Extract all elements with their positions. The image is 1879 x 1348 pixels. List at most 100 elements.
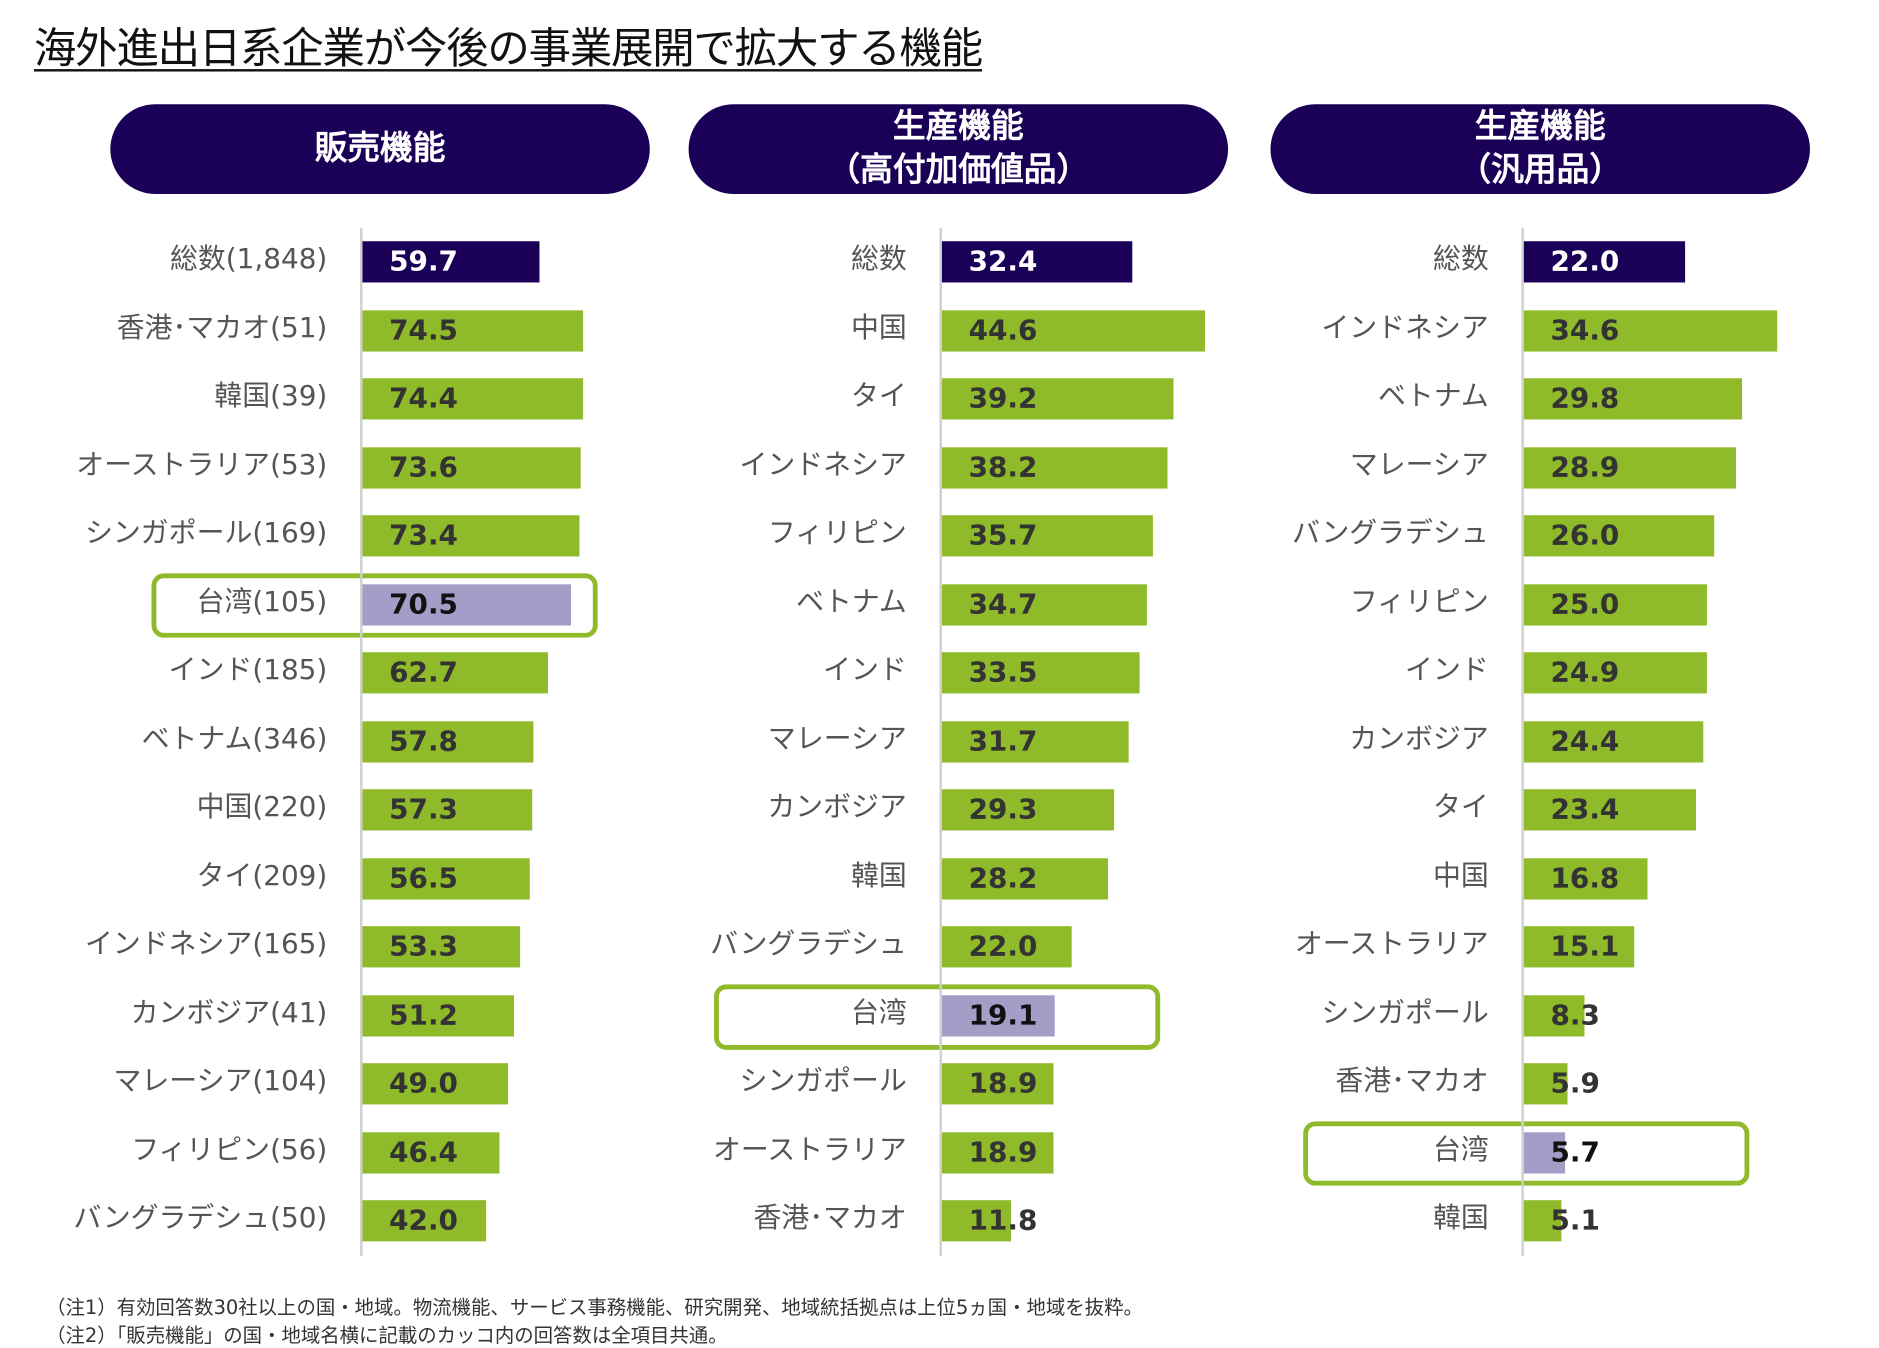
value-label: 24.9 (1550, 657, 1620, 689)
value-label: 57.8 (389, 725, 458, 758)
value-label: 5.1 (1550, 1205, 1600, 1237)
value-label: 11.8 (968, 1205, 1038, 1237)
panel-header-line: 生産機能 (1474, 107, 1606, 146)
category-label: バングラデシュ(50) (73, 1202, 328, 1235)
category-label: オーストラリア (1294, 928, 1489, 961)
category-label: 韓国 (851, 860, 907, 892)
bar (941, 1063, 1054, 1105)
category-label: ベトナム(346) (141, 723, 328, 755)
bar (1523, 241, 1686, 283)
bar (1523, 652, 1707, 694)
panel-header-2: 生産機能 （汎用品） (1270, 104, 1810, 194)
value-label: 42.0 (389, 1205, 458, 1237)
category-label: 総数 (1432, 243, 1489, 276)
page-title: 海外進出日系企業が今後の事業展開で拡大する機能 (33, 25, 983, 74)
category-label: カンボジア(41) (130, 997, 328, 1029)
category-label: インド (1405, 654, 1489, 687)
axis-line (1521, 227, 1524, 1256)
category-label: インド (823, 654, 907, 687)
category-label: ベトナム (1378, 380, 1489, 413)
value-label: 31.7 (968, 725, 1038, 758)
value-label: 24.4 (1550, 725, 1620, 758)
category-label: 中国 (851, 312, 907, 344)
value-label: 26.0 (1550, 520, 1620, 552)
value-label: 70.5 (389, 588, 458, 621)
value-label: 38.2 (968, 451, 1038, 484)
panel-header-0: 販売機能 (110, 104, 650, 194)
category-label: カンボジア (1349, 723, 1489, 755)
value-label: 32.4 (968, 246, 1038, 278)
bar (941, 720, 1129, 762)
bar (362, 378, 583, 420)
highlight-box-taiwan (151, 573, 598, 638)
axis-line (939, 227, 942, 1256)
category-label: マレーシア (1349, 449, 1489, 481)
value-label: 28.2 (968, 862, 1038, 895)
bar (1523, 378, 1743, 420)
bar (941, 241, 1133, 283)
bar (362, 583, 572, 625)
panel-header-line: （汎用品） (1458, 151, 1623, 190)
value-label: 22.0 (1550, 246, 1620, 278)
category-label: 韓国 (1432, 1202, 1489, 1235)
value-label: 5.7 (1550, 1136, 1600, 1169)
bar (1523, 1131, 1566, 1173)
bar (941, 926, 1072, 968)
value-label: 51.2 (389, 999, 458, 1032)
value-label: 25.0 (1550, 588, 1620, 621)
value-label: 49.0 (389, 1068, 458, 1100)
bar (362, 1063, 508, 1105)
bar (362, 1200, 487, 1242)
bar (941, 789, 1115, 831)
category-label: シンガポール(169) (85, 517, 328, 550)
value-label: 74.4 (389, 383, 458, 415)
bar (362, 652, 548, 694)
value-label: 16.8 (1550, 862, 1620, 895)
bar (941, 378, 1173, 420)
value-label: 18.9 (968, 1068, 1038, 1100)
value-label: 15.1 (1550, 931, 1620, 963)
bar (1523, 309, 1778, 351)
category-label: マレーシア(104) (113, 1065, 328, 1098)
bar (941, 994, 1055, 1036)
panel-header-line: 販売機能 (314, 129, 446, 168)
category-label: タイ (851, 380, 907, 413)
bar (362, 309, 583, 351)
bar (941, 446, 1168, 488)
bar (941, 652, 1140, 694)
category-label: インド(185) (168, 654, 328, 687)
highlight-box-taiwan (1303, 1121, 1750, 1186)
bar (941, 1200, 1012, 1242)
value-label: 29.8 (1550, 383, 1620, 415)
category-label: シンガポール (739, 1065, 907, 1098)
value-label: 18.9 (968, 1136, 1038, 1169)
bar (362, 1131, 500, 1173)
bar (362, 446, 581, 488)
category-label: インドネシア (1321, 312, 1489, 344)
bar (1523, 994, 1585, 1036)
value-label: 33.5 (968, 657, 1038, 689)
bar (941, 857, 1109, 899)
value-label: 53.3 (389, 931, 458, 963)
value-label: 19.1 (968, 999, 1038, 1032)
value-label: 8.3 (1550, 999, 1600, 1032)
bar (941, 583, 1147, 625)
value-label: 29.3 (968, 794, 1038, 826)
category-label: 韓国(39) (214, 380, 328, 413)
category-label: シンガポール (1321, 997, 1489, 1029)
bar (1523, 515, 1715, 557)
footnote-2: （注2）「販売機能」の国・地域名横に記載のカッコ内の回答数は全項目共通。 (46, 1323, 728, 1347)
highlight-box-taiwan (714, 984, 1161, 1050)
axis-line (360, 227, 363, 1256)
bar (1523, 720, 1703, 762)
category-label: 香港･マカオ(51) (116, 312, 328, 344)
value-label: 34.7 (968, 588, 1038, 621)
value-label: 35.7 (968, 520, 1038, 552)
value-label: 28.9 (1550, 451, 1620, 484)
bar (362, 994, 514, 1036)
category-label: 総数 (851, 243, 907, 276)
category-label: 台湾 (851, 997, 907, 1029)
category-label: 総数(1,848) (169, 243, 328, 276)
category-label: 香港･マカオ (1335, 1065, 1489, 1098)
